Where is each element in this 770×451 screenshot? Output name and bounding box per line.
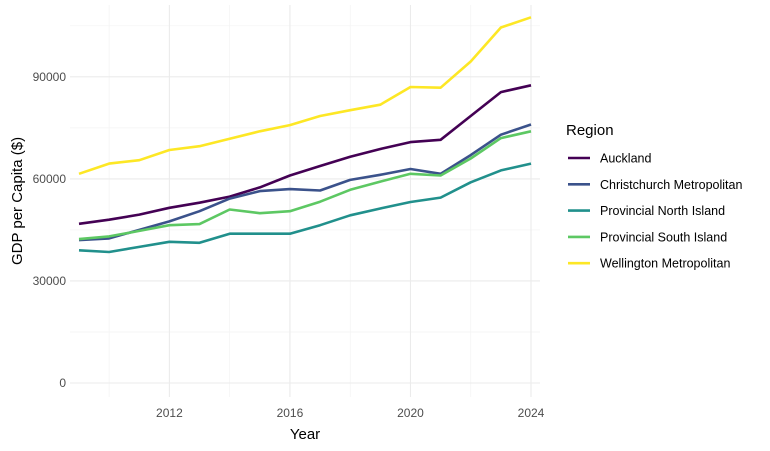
- legend: Region Auckland Christchurch Metropolitan…: [566, 122, 742, 271]
- x-tick-label: 2020: [397, 406, 424, 420]
- series-line-provincial-north-island: [78, 162, 532, 254]
- legend-label-wellington-metropolitan: Wellington Metropolitan: [600, 257, 730, 271]
- series-group: [78, 16, 532, 254]
- y-tick-label: 90000: [33, 70, 67, 84]
- legend-label-provincial-north-island: Provincial North Island: [600, 204, 725, 218]
- series-line-auckland: [78, 84, 532, 226]
- series-line-christchurch-metropolitan: [78, 123, 532, 242]
- series-line-wellington-metropolitan: [78, 16, 532, 176]
- legend-label-christchurch-metropolitan: Christchurch Metropolitan: [600, 178, 742, 192]
- x-tick-label: 2016: [277, 406, 304, 420]
- y-tick-label: 30000: [33, 274, 67, 288]
- legend-label-provincial-south-island: Provincial South Island: [600, 230, 727, 244]
- legend-title: Region: [566, 122, 614, 139]
- x-tick-label: 2024: [518, 406, 545, 420]
- series-line-provincial-south-island: [78, 130, 532, 241]
- x-axis-title: Year: [290, 426, 320, 443]
- y-axis-title: GDP per Capita ($): [9, 137, 26, 265]
- y-tick-label: 60000: [33, 172, 67, 186]
- x-tick-label: 2012: [156, 406, 183, 420]
- legend-label-auckland: Auckland: [600, 152, 651, 166]
- y-tick-label: 0: [59, 376, 66, 390]
- axis-ticks: 2012 2016 2020 2024 0 30000 60000 90000: [33, 70, 545, 420]
